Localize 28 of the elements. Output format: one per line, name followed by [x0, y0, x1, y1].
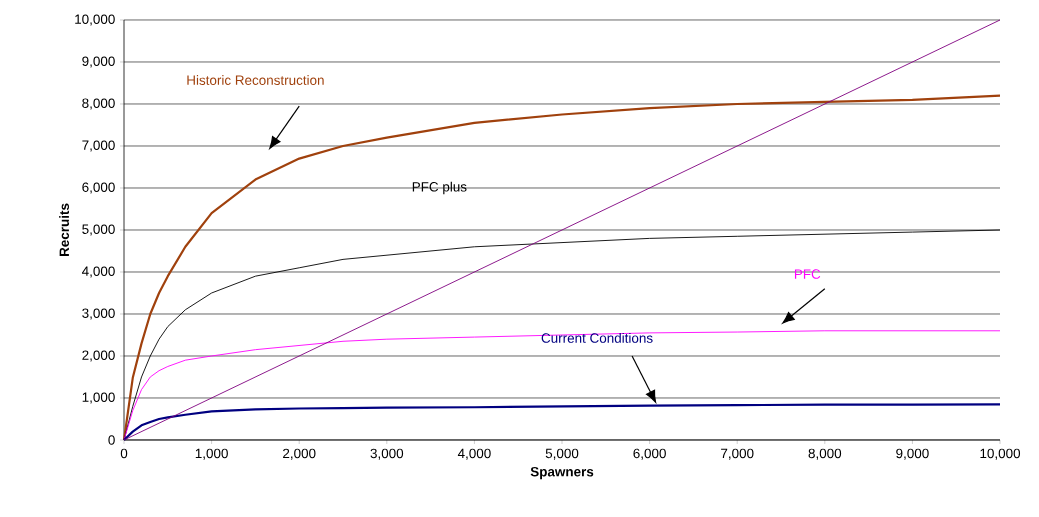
x-tick-label: 10,000 — [980, 448, 1021, 460]
text: PFC plus — [412, 181, 467, 195]
y-tick-label: 10,000 — [75, 14, 115, 26]
y-tick-label: 6,000 — [82, 182, 115, 194]
y-tick-label: 4,000 — [81, 266, 115, 278]
y-tick-label: 5,000 — [82, 224, 115, 236]
x-axis-title: Spawners — [530, 466, 594, 480]
y-tick-label: 9,000 — [82, 56, 115, 68]
x-tick-label: 2,000 — [283, 448, 316, 460]
y-tick-label: 2,000 — [82, 350, 115, 362]
text: Historic Reconstruction — [187, 75, 324, 85]
y-tick-label: 0 — [108, 435, 115, 445]
y-tick-label: 1,000 — [82, 392, 115, 404]
x-tick-label: 5,000 — [545, 448, 579, 460]
x-tick-label: 8,000 — [808, 448, 842, 460]
x-tick-label: 6,000 — [633, 448, 666, 460]
y-axis-title: Recruits — [59, 203, 70, 256]
x-tick-label: 3,000 — [370, 448, 404, 460]
y-tick-label: 8,000 — [82, 98, 115, 110]
x-tick-label: 4,000 — [457, 448, 491, 460]
x-tick-label: 7,000 — [721, 448, 754, 460]
text: Current Conditions — [541, 332, 653, 343]
text: PFC — [794, 269, 821, 279]
x-tick-label: 9,000 — [896, 448, 929, 460]
x-tick-label: 1,000 — [195, 448, 228, 460]
x-tick-label: 0 — [120, 448, 128, 459]
y-tick-label: 3,000 — [82, 308, 115, 320]
y-tick-label: 7,000 — [82, 140, 115, 152]
